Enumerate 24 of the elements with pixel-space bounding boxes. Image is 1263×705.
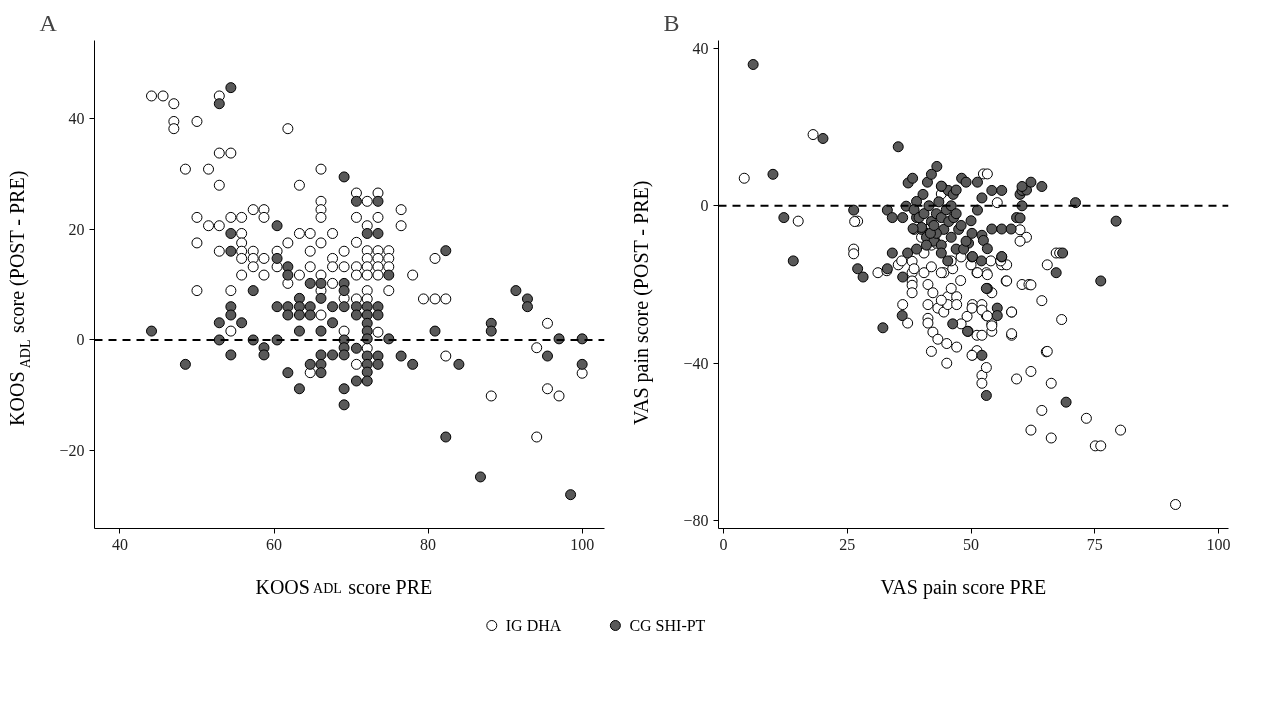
legend-label: CG SHI-PT [629,617,706,634]
y-tick-label: 40 [692,39,709,57]
y-tick-label: 0 [76,331,85,349]
x-tick-label: 80 [420,535,437,553]
y-axis-title: KOOSADL score (POST - PRE) [5,170,33,426]
chart-title: B [663,9,680,36]
chart-title: A [39,9,58,36]
legend-label: IG DHA [505,617,562,634]
y-tick-label: 20 [68,220,85,238]
y-tick-label: 40 [68,109,85,127]
y-tick-label: −40 [683,354,709,372]
y-axis-title: VAS pain score (POST - PRE) [629,180,653,425]
x-axis-title: VAS pain score PRE [880,575,1047,599]
x-tick-label: 100 [1206,535,1231,553]
x-tick-label: 100 [570,535,595,553]
y-tick-label: −20 [59,442,85,460]
x-tick-label: 75 [1086,535,1103,553]
x-tick-label: 50 [963,535,980,553]
y-tick-label: −80 [683,512,709,530]
x-tick-label: 0 [719,535,728,553]
x-tick-label: 40 [111,535,128,553]
x-tick-label: 60 [266,535,282,553]
x-tick-label: 25 [839,535,856,553]
y-tick-label: 0 [700,197,709,215]
